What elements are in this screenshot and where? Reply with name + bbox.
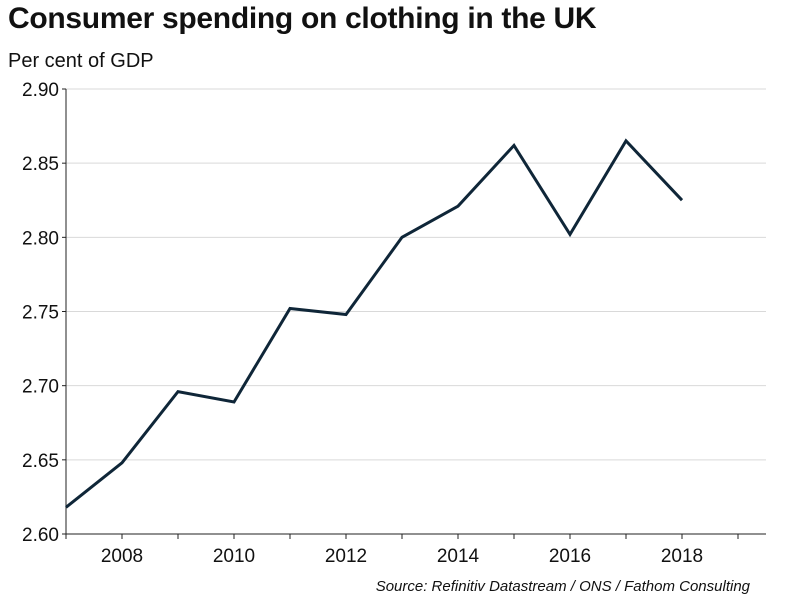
x-tick-label: 2018 — [661, 546, 703, 567]
y-tick-label: 2.60 — [22, 525, 59, 546]
y-tick-label: 2.80 — [22, 228, 59, 249]
y-tick-label: 2.70 — [22, 377, 59, 398]
chart-subtitle: Per cent of GDP — [8, 50, 154, 72]
gridlines — [66, 88, 766, 461]
y-tick-label: 2.65 — [22, 451, 59, 472]
tick-labels: 2.60 2.65 2.70 2.75 2.80 2.85 2.90 2008 2010 2012… — [22, 80, 703, 567]
source-note: Source: Refinitiv Datastream / ONS / Fat… — [375, 578, 750, 595]
y-tick-label: 2.75 — [22, 303, 59, 324]
y-tick-label: 2.90 — [22, 80, 59, 101]
x-tick-label: 2012 — [325, 546, 367, 567]
y-tick-label: 2.85 — [22, 154, 59, 175]
x-tick-label: 2016 — [549, 546, 591, 567]
axes — [62, 88, 766, 539]
x-tick-label: 2008 — [101, 546, 143, 567]
series-layer — [65, 138, 684, 509]
series-line — [65, 138, 684, 509]
x-tick-label: 2010 — [213, 546, 255, 567]
x-tick-label: 2014 — [437, 546, 480, 567]
chart-title: Consumer spending on clothing in the UK — [8, 2, 597, 35]
